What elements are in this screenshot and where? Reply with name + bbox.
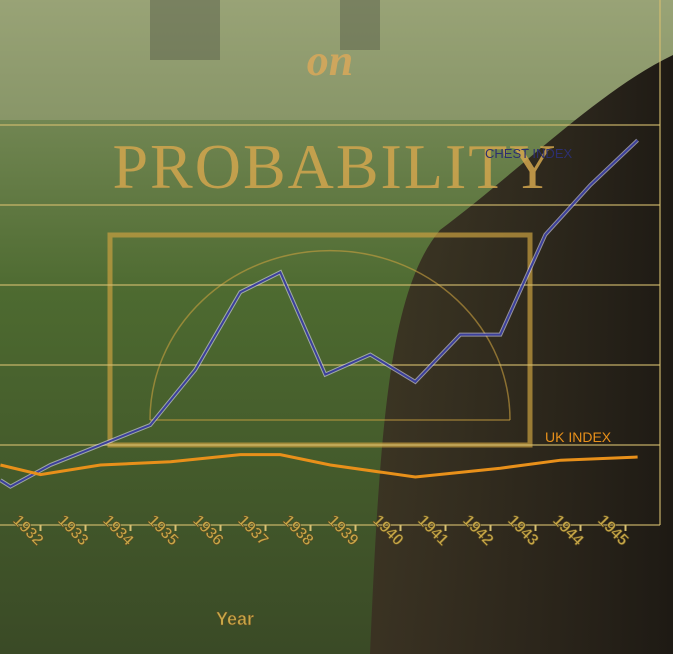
cover-title: PROBABILITY <box>112 131 557 202</box>
cover-word: on <box>307 36 353 85</box>
chart: on PROBABILITY 1932193319341935193619371… <box>0 0 673 654</box>
window <box>150 0 220 60</box>
series-label: UK INDEX <box>545 429 612 445</box>
series-label: CHEST INDEX <box>485 146 572 161</box>
x-axis-label: Year <box>216 609 254 629</box>
